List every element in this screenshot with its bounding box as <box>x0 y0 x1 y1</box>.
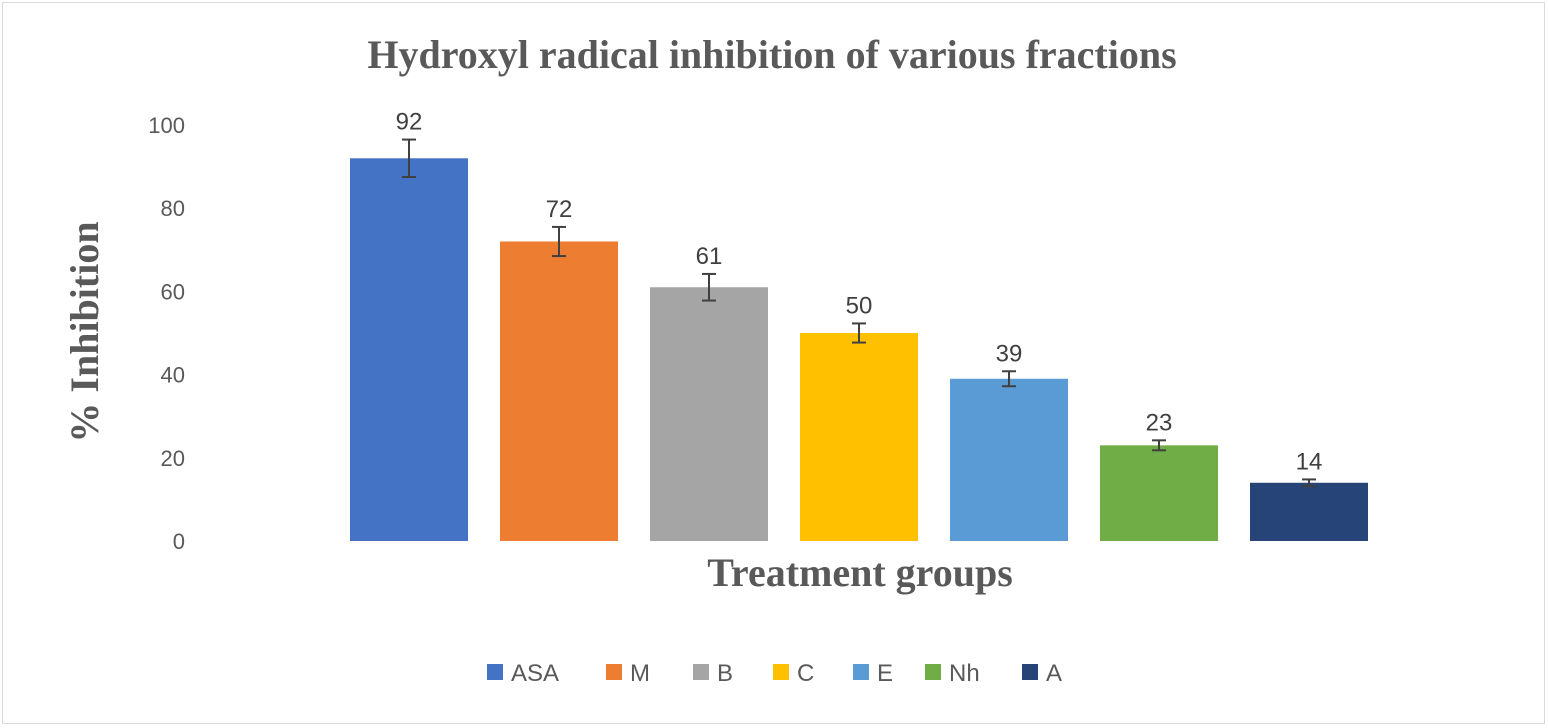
legend-swatch <box>693 664 709 680</box>
data-labels: 92 72 61 50 39 23 14 <box>396 109 1323 476</box>
legend-item-c: C <box>773 660 814 687</box>
bar-c <box>800 333 918 541</box>
legend-swatch <box>773 664 789 680</box>
y-tick-label: 0 <box>173 529 185 554</box>
y-tick-label: 40 <box>161 363 185 388</box>
legend-item-nh: Nh <box>925 660 980 687</box>
legend-swatch <box>853 664 869 680</box>
y-tick-label: 20 <box>161 446 185 471</box>
bar-e <box>950 378 1068 541</box>
legend-item-asa: ASA <box>487 660 559 687</box>
legend-item-e: E <box>853 660 893 687</box>
y-tick-label: 80 <box>161 196 185 221</box>
data-label: 72 <box>546 196 573 223</box>
legend-label: ASA <box>511 660 559 687</box>
data-label: 14 <box>1296 448 1323 475</box>
legend-swatch <box>487 664 503 680</box>
legend-label: M <box>630 660 650 687</box>
error-bar <box>852 322 866 344</box>
bar-asa <box>350 158 468 541</box>
bar-m <box>500 241 618 542</box>
legend-label: A <box>1046 660 1062 687</box>
error-bar <box>1302 478 1316 488</box>
legend-swatch <box>606 664 622 680</box>
y-tick-label: 100 <box>148 113 185 138</box>
error-bar <box>702 272 716 302</box>
data-label: 23 <box>1146 409 1173 436</box>
bars <box>350 158 1368 542</box>
legend-swatch <box>1022 664 1038 680</box>
data-label: 61 <box>696 243 723 270</box>
data-label: 50 <box>846 292 873 319</box>
y-axis-label: % Inhibition <box>62 221 107 442</box>
legend-swatch <box>925 664 941 680</box>
legend-label: Nh <box>949 660 980 687</box>
error-bar <box>1152 439 1166 452</box>
legend-item-b: B <box>693 660 733 687</box>
error-bar <box>552 225 566 258</box>
legend-label: B <box>717 660 733 687</box>
legend-label: C <box>797 660 814 687</box>
bar-nh <box>1100 445 1218 541</box>
legend-item-m: M <box>606 660 650 687</box>
error-bar <box>402 138 416 178</box>
data-label: 39 <box>996 340 1023 367</box>
error-bar <box>1002 370 1016 388</box>
data-label: 92 <box>396 109 423 136</box>
legend: ASA M B C E Nh A <box>487 660 1062 687</box>
legend-item-a: A <box>1022 660 1062 687</box>
legend-label: E <box>877 660 893 687</box>
y-tick-label: 60 <box>161 279 185 304</box>
chart-title: Hydroxyl radical inhibition of various f… <box>367 32 1176 77</box>
bar-b <box>650 287 768 541</box>
y-axis-ticks: 0 20 40 60 80 100 <box>148 113 185 554</box>
x-axis-label: Treatment groups <box>707 550 1013 595</box>
error-bars <box>402 138 1316 488</box>
bar-a <box>1250 482 1368 541</box>
